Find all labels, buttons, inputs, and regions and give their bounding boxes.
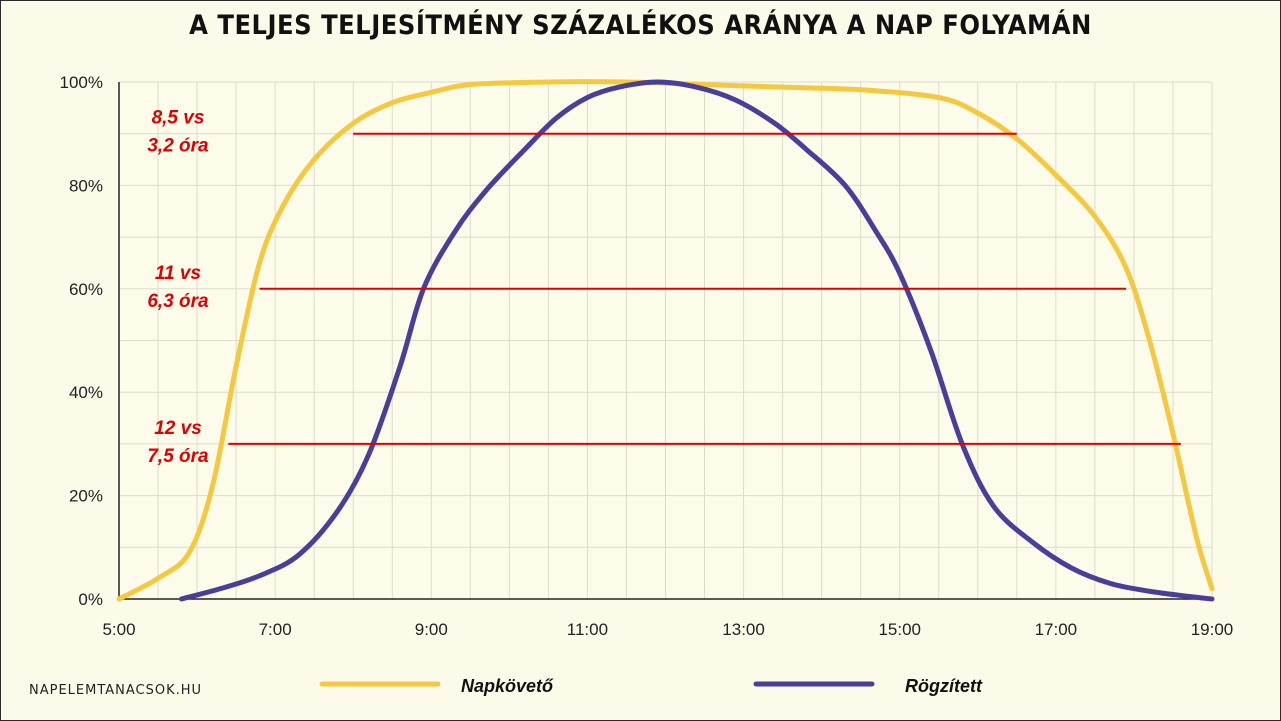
chart-title: A TELJES TELJESÍTMÉNY SZÁZALÉKOS ARÁNYA … [189,10,1092,41]
x-tick-label: 19:00 [1191,620,1234,639]
x-tick-label: 9:00 [415,620,448,639]
y-tick-label: 40% [69,383,103,402]
watermark-text: NAPELEMTANACSOK.HU [29,683,202,698]
series-line-napkoveto [116,79,1215,602]
legend-label: Rögzített [905,676,983,696]
annotation-label: 7,5 óra [147,446,209,467]
y-tick-label: 60% [69,280,103,299]
x-tick-label: 11:00 [567,620,608,639]
x-tick-label: 5:00 [102,620,135,639]
legend-label: Napkövető [461,676,554,696]
y-tick-label: 100% [60,73,103,92]
y-tick-label: 20% [69,487,103,506]
annotation-label: 12 vs [154,418,202,439]
x-tick-label: 7:00 [259,620,292,639]
x-tick-label: 15:00 [878,620,921,639]
y-tick-label: 80% [69,176,103,195]
annotation-label: 8,5 vs [152,108,205,129]
annotation-label: 11 vs [155,263,201,284]
series-line-rogzitett [178,79,1215,602]
x-tick-label: 13:00 [722,620,765,639]
annotation-label: 6,3 óra [147,291,209,312]
y-tick-label: 0% [78,590,103,609]
x-tick-label: 17:00 [1035,620,1078,639]
annotation-label: 3,2 óra [147,136,209,157]
